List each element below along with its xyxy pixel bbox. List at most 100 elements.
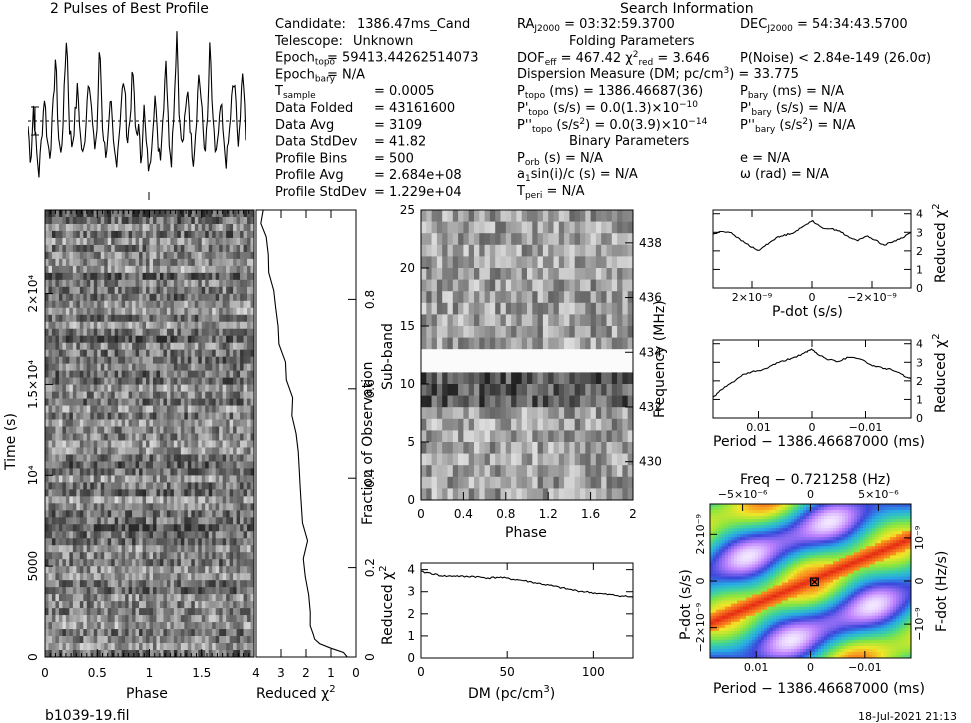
tp-cell <box>100 335 105 344</box>
sb-cell <box>521 268 528 280</box>
tp-cell <box>79 258 84 267</box>
tp-cell <box>240 510 244 518</box>
tp-cell <box>111 293 115 302</box>
tp-cell <box>62 566 67 574</box>
tp-cell <box>229 636 234 644</box>
tp-cell <box>121 503 126 511</box>
tp-cell <box>173 391 178 399</box>
tp-cell <box>247 545 251 553</box>
sb-cell <box>447 233 454 246</box>
tp-cell <box>163 566 168 574</box>
tp-cell <box>118 237 122 246</box>
sb-cell <box>569 465 575 478</box>
tp-cell <box>118 258 122 267</box>
sb-cell <box>617 430 623 443</box>
tp-cell <box>247 454 251 462</box>
sb-cell <box>532 221 538 234</box>
tp-cell <box>125 286 129 295</box>
tp-cell <box>139 419 143 427</box>
sb-cell <box>558 326 565 338</box>
tp-cell <box>180 426 185 434</box>
sb-cell <box>548 360 554 373</box>
tp-cell <box>152 391 157 399</box>
tp-cell <box>142 419 147 427</box>
tp-cell <box>166 419 171 427</box>
tp-cell <box>55 643 60 651</box>
tp-cell <box>177 636 182 644</box>
tp-cell <box>86 300 91 309</box>
tp-cell <box>219 503 223 511</box>
tp-cell <box>240 405 244 413</box>
tp-cell <box>180 307 185 316</box>
tp-cell <box>236 300 241 309</box>
tp-cell <box>111 265 115 274</box>
tp-cell <box>107 482 112 490</box>
tp-cell <box>205 538 210 546</box>
tp-cell <box>233 580 237 588</box>
tp-cell <box>159 566 164 574</box>
tp-cell <box>229 293 234 302</box>
tp-cell <box>219 594 223 602</box>
sb-cell <box>611 453 618 466</box>
tp-cell <box>118 629 122 637</box>
tp-cell <box>76 629 81 637</box>
tp-cell <box>163 461 168 469</box>
tp-cell <box>104 573 108 581</box>
sb-cell <box>500 442 507 454</box>
sb-cell <box>585 453 591 466</box>
tp-cell <box>173 230 178 239</box>
sb-cell <box>505 407 512 420</box>
tp-cell <box>194 524 199 532</box>
sb-cell <box>463 384 469 396</box>
tp-cell <box>212 531 216 539</box>
tp-cell <box>215 580 220 588</box>
tp-cell <box>222 440 227 448</box>
sb-cell <box>484 349 491 362</box>
tp-cell <box>191 650 196 657</box>
tp-cell <box>159 244 164 253</box>
tp-cell <box>170 335 175 344</box>
tp-cell <box>152 629 157 637</box>
tp-cell <box>76 293 81 302</box>
sb-cell <box>569 395 575 408</box>
tp-cell <box>83 454 88 462</box>
tp-cell <box>58 559 63 567</box>
tp-cell <box>114 517 119 525</box>
tp-cell <box>118 419 122 427</box>
sb-cell <box>447 314 454 327</box>
tp-cell <box>152 608 157 616</box>
tp-cell <box>104 230 108 239</box>
tp-cell <box>118 636 122 644</box>
sb-cell <box>527 268 533 280</box>
tp-cell <box>100 405 105 413</box>
tp-cell <box>208 489 213 497</box>
tp-cell <box>128 314 133 323</box>
tp-cell <box>205 545 210 553</box>
tp-ytick-label: 10⁴ <box>26 465 40 485</box>
tp-cell <box>86 538 91 546</box>
tp-cell <box>62 307 67 316</box>
sb-cell <box>479 256 485 269</box>
sb-cell <box>521 279 528 292</box>
tp-cell <box>135 468 140 476</box>
tp-cell <box>187 447 192 455</box>
tp-cell <box>222 496 227 504</box>
sb-cell <box>421 349 427 362</box>
tp-cell <box>62 580 67 588</box>
tp-cell <box>170 398 175 406</box>
tp-cell <box>159 580 164 588</box>
tp-cell <box>226 545 230 553</box>
tp-cell <box>76 391 81 399</box>
sb-cell <box>421 476 427 489</box>
tp-cell <box>212 293 216 302</box>
tp-cell <box>205 356 210 364</box>
tp-cell <box>177 475 182 483</box>
tp-cell <box>118 265 122 274</box>
sb-cell <box>601 453 607 466</box>
tp-cell <box>100 412 105 420</box>
tp-cell <box>180 265 185 274</box>
sb-cell <box>622 210 628 222</box>
tp-cell <box>107 475 112 483</box>
tp-cell <box>45 559 49 567</box>
tp-cell <box>132 573 136 581</box>
